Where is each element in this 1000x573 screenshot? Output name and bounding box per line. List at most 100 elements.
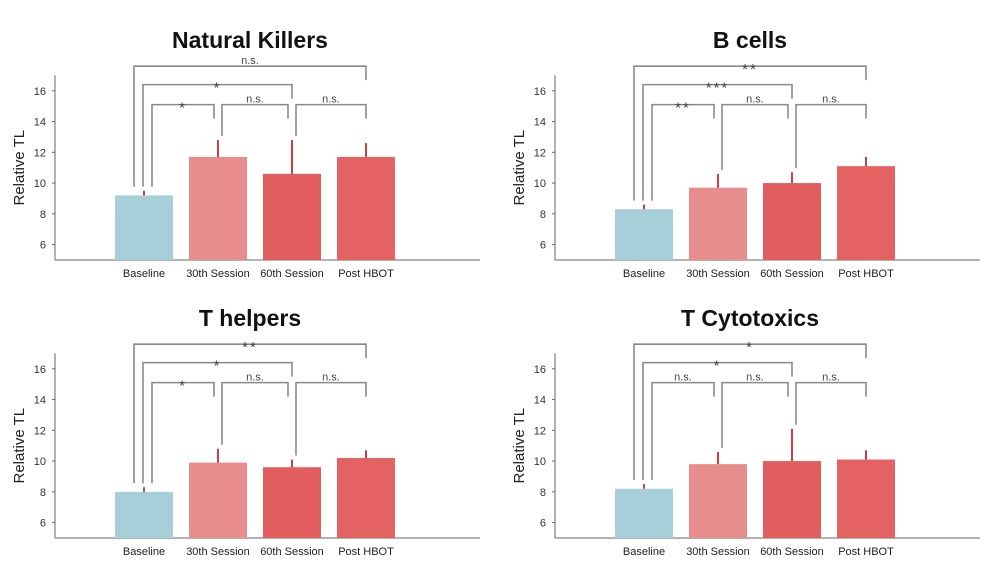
chart-b-cells: 6 8 10 12 14 16 Relative TL Baseline 30th Sessio… — [511, 61, 980, 280]
significance-bracket — [795, 381, 867, 425]
y-tick-label: 12 — [34, 425, 46, 437]
significance-bracket — [295, 381, 367, 456]
significance-bracket — [642, 361, 793, 481]
y-tick-label: 14 — [34, 117, 46, 129]
significance-bracket — [633, 65, 867, 201]
bar — [615, 488, 673, 538]
chart-title: T Cytotoxics — [680, 305, 820, 331]
y-tick-label: 14 — [534, 117, 546, 129]
y-tick-label: 10 — [34, 456, 46, 468]
y-tick-label: 8 — [40, 487, 46, 499]
y-tick-label: 8 — [40, 209, 46, 221]
x-tick-label: Baseline — [623, 268, 665, 280]
significance-label: ** — [675, 100, 691, 117]
y-tick-label: 16 — [534, 364, 546, 376]
chart-t-helpers: 6 8 10 12 14 16 Relative TL Baseline 30th Sessio… — [11, 339, 480, 558]
y-tick-label: 10 — [534, 178, 546, 190]
y-tick-label: 6 — [40, 518, 46, 530]
y-tick-label: 16 — [34, 364, 46, 376]
significance-label: * — [179, 100, 187, 117]
bar — [763, 183, 821, 260]
bar — [115, 195, 173, 260]
chart-title: T helpers — [198, 305, 302, 331]
significance-bracket — [721, 381, 789, 448]
y-tick-label: 16 — [34, 86, 46, 98]
y-tick-label: 6 — [540, 240, 546, 252]
significance-bracket — [651, 103, 715, 201]
significance-bracket — [133, 65, 367, 187]
significance-bracket — [651, 381, 715, 481]
bar — [615, 209, 673, 260]
significance-bracket — [151, 103, 215, 187]
significance-label: ** — [242, 339, 258, 356]
x-tick-label: Baseline — [123, 268, 165, 280]
y-axis-label: Relative TL — [11, 130, 28, 206]
significance-label: *** — [706, 80, 730, 97]
y-tick-label: 14 — [34, 395, 46, 407]
x-tick-label: 30th Session — [186, 268, 250, 280]
x-tick-label: Post HBOT — [338, 546, 394, 558]
significance-bracket — [221, 381, 289, 445]
bar — [337, 458, 395, 538]
chart-title: B cells — [712, 27, 788, 53]
bar — [189, 462, 247, 538]
significance-label: * — [214, 80, 222, 97]
bar — [689, 464, 747, 538]
y-tick-label: 10 — [534, 456, 546, 468]
x-tick-label: 30th Session — [686, 268, 750, 280]
chart-t-cytotoxics: 6 8 10 12 14 16 Relative TL Baseline 30th Sessio… — [511, 339, 980, 558]
chart-panel-b-cells: B cells 6 8 10 12 14 16 Relative TL Baseline 30t… — [510, 25, 990, 295]
x-tick-label: Baseline — [623, 546, 665, 558]
bar — [263, 173, 321, 260]
bar — [337, 156, 395, 260]
significance-label: * — [179, 378, 187, 395]
significance-bracket — [721, 103, 789, 170]
bar — [763, 461, 821, 538]
y-tick-label: 12 — [534, 425, 546, 437]
y-tick-label: 6 — [40, 240, 46, 252]
y-tick-label: 12 — [34, 147, 46, 159]
significance-bracket — [142, 361, 293, 484]
y-tick-label: 14 — [534, 395, 546, 407]
y-tick-label: 8 — [540, 487, 546, 499]
y-tick-label: 12 — [534, 147, 546, 159]
significance-label: * — [214, 358, 222, 375]
x-tick-label: 60th Session — [260, 546, 324, 558]
x-tick-label: Post HBOT — [338, 268, 394, 280]
y-tick-label: 8 — [540, 209, 546, 221]
significance-bracket — [642, 83, 793, 201]
y-axis-label: Relative TL — [511, 408, 528, 484]
x-tick-label: 30th Session — [186, 546, 250, 558]
chart-panel-natural-killers: Natural Killers 6 8 10 12 14 16 Relative TL Bas… — [10, 25, 490, 295]
y-tick-label: 16 — [534, 86, 546, 98]
significance-bracket — [151, 381, 215, 484]
x-tick-label: Post HBOT — [838, 546, 894, 558]
y-axis-label: Relative TL — [11, 408, 28, 484]
significance-bracket — [633, 343, 867, 481]
x-tick-label: Baseline — [123, 546, 165, 558]
bar — [689, 187, 747, 260]
significance-bracket — [133, 343, 367, 484]
significance-label: n.s. — [241, 55, 259, 67]
x-tick-label: Post HBOT — [838, 268, 894, 280]
significance-label: * — [714, 358, 722, 375]
chart-panel-t-cytotoxics: T Cytotoxics 6 8 10 12 14 16 Relative TL Baseli… — [510, 303, 990, 573]
significance-bracket — [795, 103, 867, 169]
bar — [837, 459, 895, 538]
bar — [189, 156, 247, 260]
y-axis-label: Relative TL — [511, 130, 528, 206]
significance-label: * — [746, 339, 754, 356]
x-tick-label: 60th Session — [260, 268, 324, 280]
significance-label: n.s. — [746, 94, 764, 106]
significance-label: n.s. — [322, 94, 340, 106]
bar — [263, 467, 321, 538]
x-tick-label: 60th Session — [760, 546, 824, 558]
bar — [837, 166, 895, 260]
y-tick-label: 6 — [540, 518, 546, 530]
significance-label: n.s. — [322, 372, 340, 384]
significance-bracket — [142, 83, 293, 187]
x-tick-label: 30th Session — [686, 546, 750, 558]
chart-panel-t-helpers: T helpers 6 8 10 12 14 16 Relative TL Baseline 3… — [10, 303, 490, 573]
significance-label: n.s. — [246, 94, 264, 106]
significance-label: n.s. — [822, 372, 840, 384]
